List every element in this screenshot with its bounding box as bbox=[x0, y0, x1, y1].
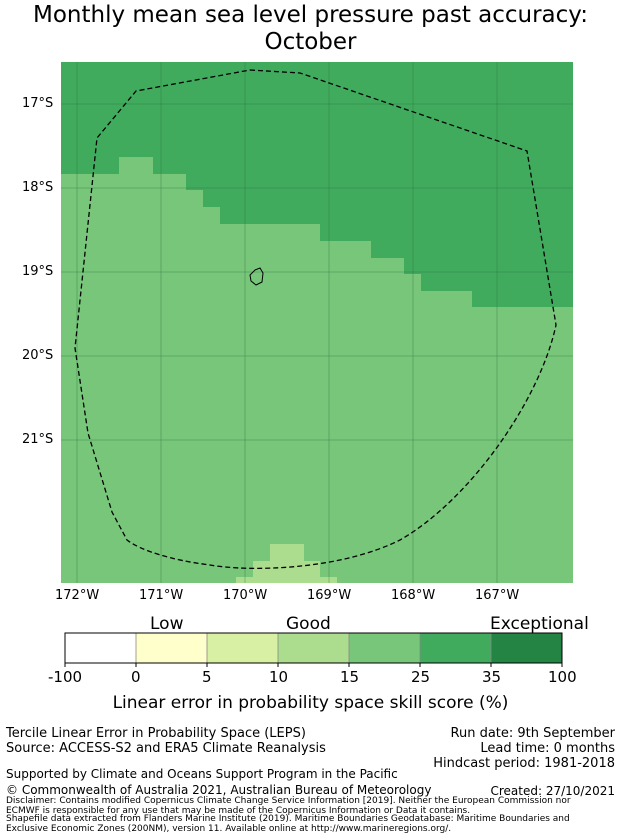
lead-time-text: Lead time: 0 months bbox=[480, 741, 615, 756]
grid-lines bbox=[61, 62, 573, 583]
lat-label: 17°S bbox=[22, 96, 54, 111]
colorbar-tick-label: -100 bbox=[48, 668, 83, 686]
title-line-1: Monthly mean sea level pressure past acc… bbox=[33, 2, 588, 28]
lat-label: 18°S bbox=[22, 180, 54, 195]
lon-label: 168°W bbox=[391, 588, 436, 603]
map-title: Monthly mean sea level pressure past acc… bbox=[0, 2, 621, 56]
disclaimer-line-2: ECMWF is responsible for any use that ma… bbox=[6, 806, 471, 816]
colorbar-tick-label: 5 bbox=[202, 668, 212, 686]
colorbar-category-label: Exceptional bbox=[490, 614, 589, 634]
colorbar-tick-label: 15 bbox=[340, 668, 360, 686]
colorbar-tick-label: 25 bbox=[411, 668, 431, 686]
colorbar bbox=[64, 632, 563, 667]
copyright-text: © Commonwealth of Australia 2021, Austra… bbox=[6, 783, 432, 797]
lat-label: 21°S bbox=[22, 432, 54, 447]
colorbar-tick-label: 35 bbox=[482, 668, 502, 686]
island-outline bbox=[249, 267, 264, 286]
hindcast-text: Hindcast period: 1981-2018 bbox=[433, 756, 615, 771]
source-text: Source: ACCESS-S2 and ERA5 Climate Reana… bbox=[6, 741, 326, 756]
colorbar-category-label: Good bbox=[286, 614, 331, 634]
created-text: Created: 27/10/2021 bbox=[490, 784, 615, 798]
colorbar-tick-label: 10 bbox=[269, 668, 289, 686]
lon-label: 171°W bbox=[139, 588, 184, 603]
colorbar-category-label: Low bbox=[150, 614, 184, 634]
shapefile-line-1: Shapefile data extracted from Flanders M… bbox=[6, 814, 570, 824]
shapefile-line-2: Exclusive Economic Zones (200NM), versio… bbox=[6, 824, 452, 834]
lon-label: 170°W bbox=[223, 588, 268, 603]
lat-label: 19°S bbox=[22, 264, 54, 279]
run-date-text: Run date: 9th September bbox=[450, 726, 615, 741]
method-text: Tercile Linear Error in Probability Spac… bbox=[6, 726, 306, 741]
skill-region-low bbox=[236, 544, 337, 583]
lon-label: 172°W bbox=[55, 588, 100, 603]
title-line-2: October bbox=[264, 29, 357, 55]
lon-label: 169°W bbox=[307, 588, 352, 603]
eez-boundary bbox=[74, 69, 557, 569]
support-text: Supported by Climate and Oceans Support … bbox=[6, 767, 398, 781]
colorbar-title: Linear error in probability space skill … bbox=[112, 693, 509, 713]
colorbar-tick-label: 0 bbox=[131, 668, 141, 686]
lon-label: 167°W bbox=[475, 588, 520, 603]
lat-label: 20°S bbox=[22, 348, 54, 363]
disclaimer-line-1: Disclaimer: Contains modified Copernicus… bbox=[6, 796, 571, 806]
colorbar-tick-label: 100 bbox=[548, 668, 577, 686]
